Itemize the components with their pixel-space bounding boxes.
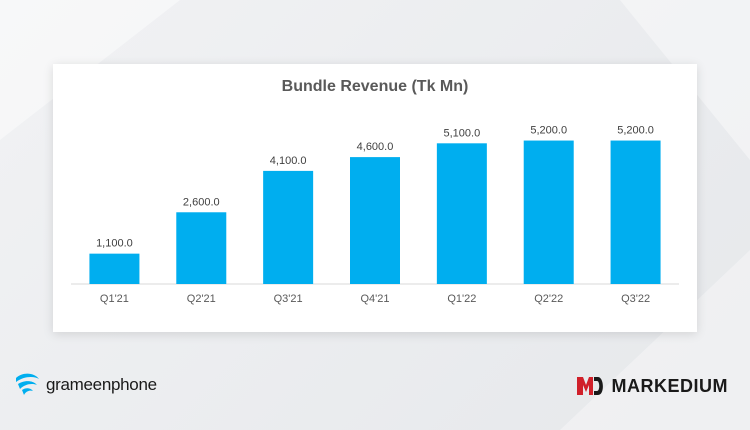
data-label-0: 1,100.0 xyxy=(96,238,133,250)
markedium-logo-icon xyxy=(576,377,603,395)
x-tick-label-0: Q1'21 xyxy=(100,293,129,305)
data-label-1: 2,600.0 xyxy=(183,196,220,208)
grameenphone-logo-icon xyxy=(16,373,39,395)
bar-1 xyxy=(176,212,227,284)
chart-card: Bundle Revenue (Tk Mn) 1,100.0 Q1'21 2,600… xyxy=(53,64,697,332)
data-label-4: 5,100.0 xyxy=(444,127,481,139)
x-tick-label-4: Q1'22 xyxy=(447,293,476,305)
markedium-logo: MARKEDIUM xyxy=(576,374,729,398)
bar-chart: 1,100.0 Q1'21 2,600.0 Q2'21 4,100.0 Q3'21 4,60… xyxy=(71,125,679,305)
x-tick-label-5: Q2'22 xyxy=(534,293,563,305)
bar-2 xyxy=(263,170,314,284)
x-tick-label-2: Q3'21 xyxy=(274,293,303,305)
data-label-2: 4,100.0 xyxy=(270,155,307,167)
grameenphone-logo-text: grameenphone xyxy=(46,375,157,394)
bar-0 xyxy=(89,253,140,284)
bar-6 xyxy=(610,140,661,284)
bar-5 xyxy=(523,140,574,284)
x-tick-label-1: Q2'21 xyxy=(187,293,216,305)
data-label-6: 5,200.0 xyxy=(617,125,654,137)
data-label-5: 5,200.0 xyxy=(530,125,567,137)
bar-4 xyxy=(436,143,487,284)
x-tick-label-3: Q4'21 xyxy=(360,293,389,305)
markedium-logo-text: MARKEDIUM xyxy=(611,375,728,396)
bar-3 xyxy=(350,157,400,284)
x-tick-label-6: Q3'22 xyxy=(621,293,650,305)
grameenphone-logo: grameenphone xyxy=(12,370,157,400)
chart-title: Bundle Revenue (Tk Mn) xyxy=(281,78,469,95)
data-label-3: 4,600.0 xyxy=(357,141,394,153)
